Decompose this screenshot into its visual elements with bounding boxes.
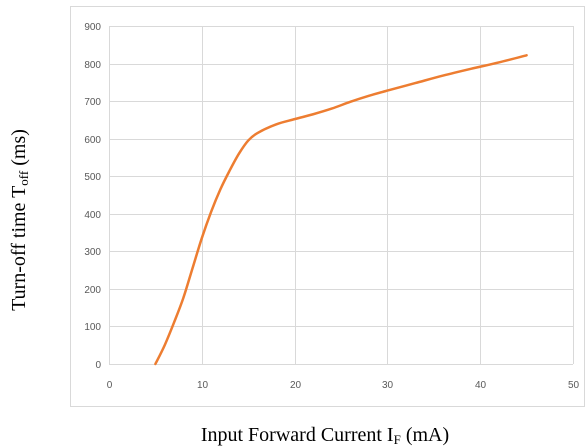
y-tick-label: 800 bbox=[84, 60, 101, 71]
y-tick-label: 300 bbox=[84, 247, 101, 258]
y-tick-label: 0 bbox=[95, 360, 101, 371]
y-tick-label: 100 bbox=[84, 322, 101, 333]
x-axis: 0 10 20 30 40 50 bbox=[107, 380, 580, 391]
y-tick-label: 400 bbox=[84, 210, 101, 221]
x-axis-title: Input Forward Current IF (mA) bbox=[201, 424, 449, 447]
x-tick-label: 50 bbox=[568, 380, 580, 391]
chart-frame bbox=[70, 6, 585, 407]
y-tick-label: 500 bbox=[84, 172, 101, 183]
series-line-0 bbox=[154, 54, 528, 366]
y-tick-label: 700 bbox=[84, 97, 101, 108]
y-tick-label: 600 bbox=[84, 135, 101, 146]
y-tick-label: 900 bbox=[84, 22, 101, 33]
y-tick-label: 200 bbox=[84, 285, 101, 296]
x-tick-label: 30 bbox=[382, 380, 394, 391]
gridlines bbox=[109, 26, 574, 365]
x-tick-label: 0 bbox=[107, 380, 113, 391]
x-tick-label: 20 bbox=[290, 380, 302, 391]
series-group bbox=[154, 54, 528, 366]
x-tick-label: 10 bbox=[197, 380, 209, 391]
y-axis-title: Turn-off time Toff (ms) bbox=[8, 129, 31, 311]
x-tick-label: 40 bbox=[475, 380, 487, 391]
y-axis: 0 100 200 300 400 500 600 700 800 900 bbox=[84, 22, 101, 371]
